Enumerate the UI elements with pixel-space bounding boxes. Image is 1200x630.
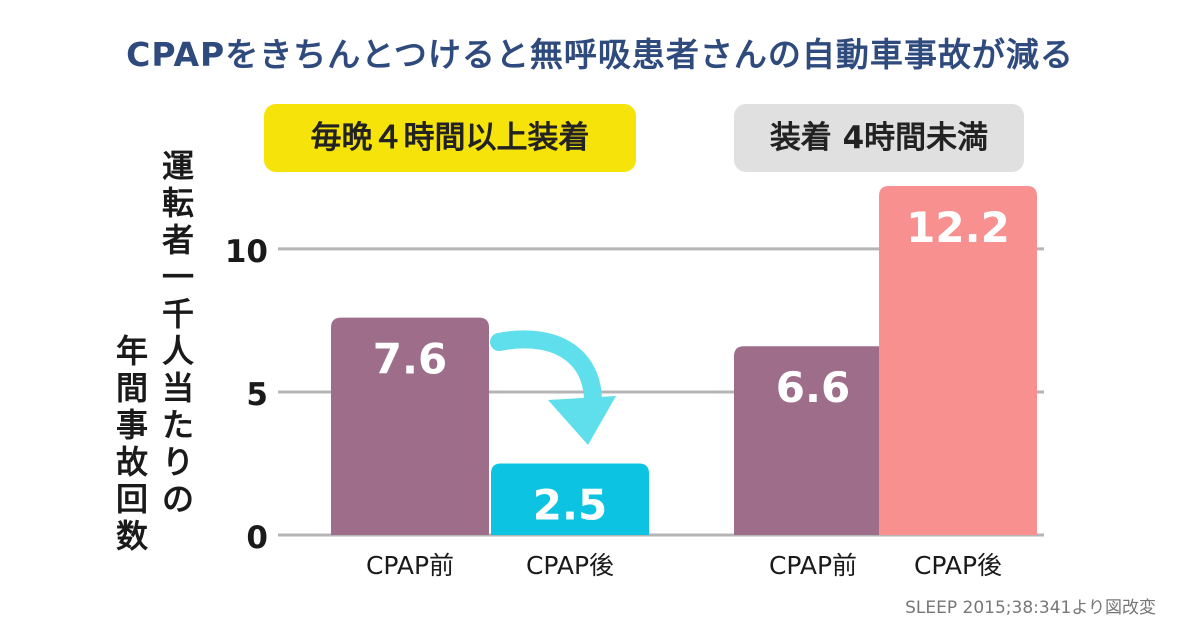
x-tick-label: CPAP後 [914,551,1002,580]
y-tick-label: 5 [246,377,268,413]
bar [491,463,649,535]
bar-value-label: 2.5 [533,480,607,529]
bar-value-label: 6.6 [776,363,850,412]
bar [331,317,489,535]
group-label-noncompliant: 装着 4時間未満 [734,104,1024,172]
source-citation: SLEEP 2015;38:341より図改変 [905,598,1156,618]
y-axis-label-line-2: 年間事故回数 [115,332,148,555]
y-tick-label: 10 [225,234,268,270]
bar [879,186,1037,535]
y-tick-label: 0 [246,520,268,556]
x-tick-label: CPAP後 [526,551,614,580]
decrease-arrow-head [548,396,616,445]
group-label-compliant: 毎晩４時間以上装着 [264,104,636,172]
bar-value-label: 12.2 [906,203,1010,252]
chart-title: CPAPをきちんとつけると無呼吸患者さんの自動車事故が減る [126,35,1074,74]
x-tick-label: CPAP前 [769,551,857,580]
bar [734,346,892,535]
x-tick-label: CPAP前 [366,551,454,580]
y-axis-label-line-1: 運転者一千人当たりの [161,147,194,518]
decrease-arrow [490,330,602,424]
bar-value-label: 7.6 [373,335,447,384]
